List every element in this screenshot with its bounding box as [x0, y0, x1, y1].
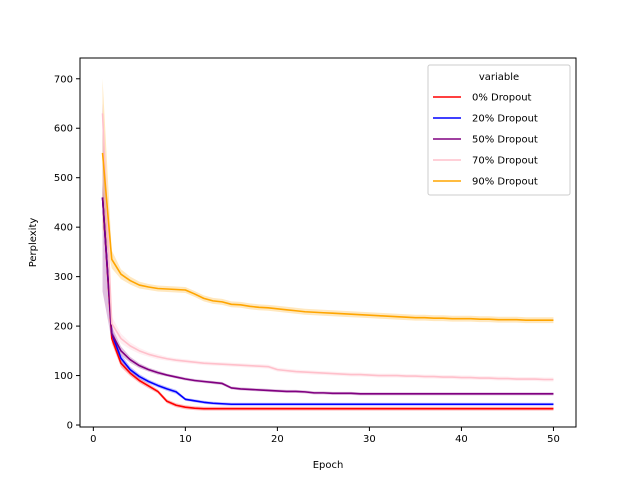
y-tick-label: 0	[67, 421, 73, 432]
y-tick-label: 700	[54, 74, 73, 85]
x-tick-label: 40	[455, 434, 468, 445]
x-tick-label: 10	[179, 434, 192, 445]
legend-label: 70% Dropout	[472, 156, 538, 167]
line-50-pct-dropout	[101, 197, 554, 395]
y-tick-label: 200	[54, 322, 73, 333]
y-axis-label: Perplexity	[28, 218, 39, 268]
y-tick-label: 600	[54, 124, 73, 135]
line-90-pct-dropout	[101, 152, 554, 321]
legend: variable 0% Dropout 20% Dropout 50% Dropou…	[427, 64, 571, 196]
legend-item-70-pct-dropout: 70% Dropout	[433, 156, 538, 167]
x-axis-ticks: 0 10 20 30 40 50	[90, 427, 560, 445]
legend-item-20-pct-dropout: 20% Dropout	[433, 114, 538, 125]
legend-label: 0% Dropout	[472, 93, 532, 104]
legend-item-90-pct-dropout: 90% Dropout	[433, 177, 538, 188]
legend-items: 0% Dropout 20% Dropout 50% Dropout 70% Drop…	[433, 93, 538, 188]
line-20-pct-dropout	[101, 197, 554, 406]
x-tick-label: 30	[363, 434, 376, 445]
plot-frame	[79, 57, 577, 428]
x-axis-label: Epoch	[313, 460, 344, 471]
legend-label: 20% Dropout	[472, 114, 538, 125]
legend-box	[427, 64, 571, 196]
series-lines	[101, 113, 554, 410]
y-tick-label: 300	[54, 272, 73, 283]
line-70-pct-dropout	[101, 113, 554, 381]
x-tick-label: 50	[547, 434, 560, 445]
line-0-pct-dropout	[101, 197, 554, 410]
y-tick-label: 100	[54, 371, 73, 382]
legend-label: 90% Dropout	[472, 177, 538, 188]
legend-item-0-pct-dropout: 0% Dropout	[433, 93, 532, 104]
y-axis-ticks: 0 100 200 300 400 500 600 700	[54, 74, 80, 432]
y-tick-label: 500	[54, 173, 73, 184]
legend-label: 50% Dropout	[472, 135, 538, 146]
y-tick-label: 400	[54, 223, 73, 234]
legend-title: variable	[479, 72, 519, 83]
legend-item-50-pct-dropout: 50% Dropout	[433, 135, 538, 146]
x-tick-label: 20	[271, 434, 284, 445]
x-tick-label: 0	[90, 434, 96, 445]
